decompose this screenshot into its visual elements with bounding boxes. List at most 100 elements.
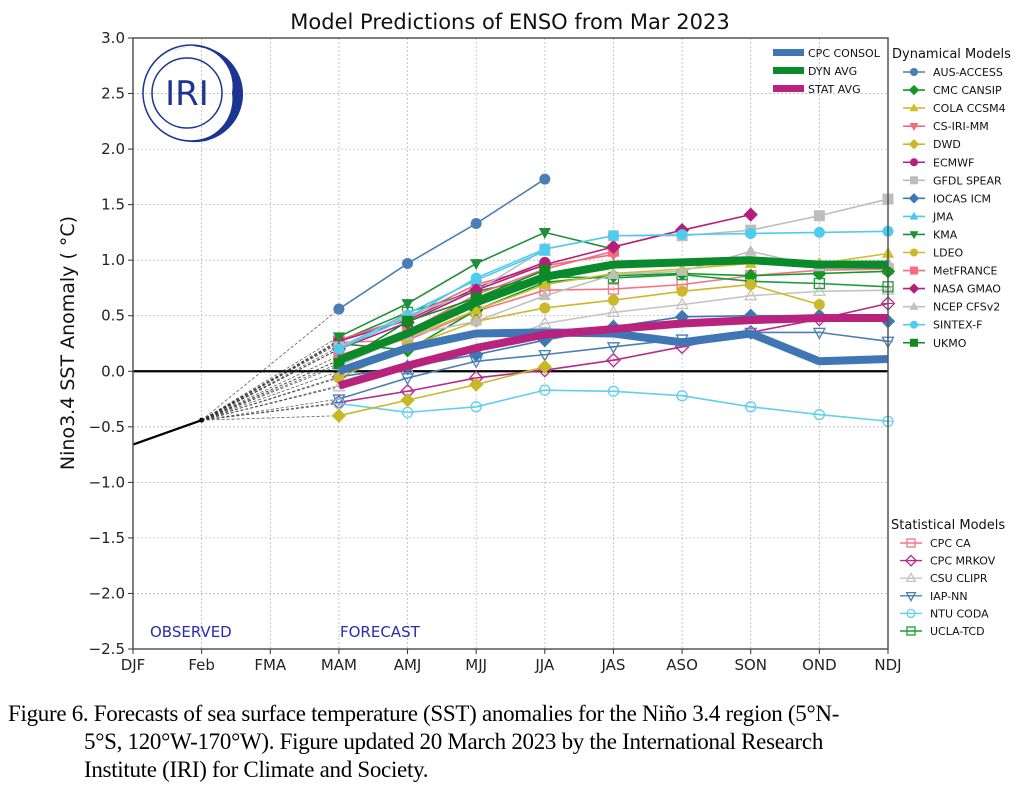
legend-label: GFDL SPEAR [933, 174, 1002, 187]
averages-legend: CPC CONSOL DYN AVG STAT AVG [773, 47, 881, 96]
data-point [538, 316, 552, 329]
data-point [813, 210, 825, 222]
observed-series [132, 417, 205, 446]
data-point [744, 288, 758, 301]
legend-marker [908, 283, 920, 294]
y-tick-label: −2.5 [89, 640, 125, 658]
legend-label: IAP-NN [930, 590, 968, 603]
connector-line [201, 398, 339, 421]
data-point [402, 315, 414, 327]
data-point [470, 272, 482, 284]
legend-marker [908, 84, 920, 96]
connector-line [201, 370, 340, 421]
legend-marker [909, 231, 919, 240]
legend-marker [909, 122, 919, 131]
data-point [539, 264, 551, 276]
connector-line [201, 348, 340, 421]
connector-line [201, 377, 340, 421]
data-point [606, 352, 621, 368]
connector-line [201, 355, 340, 421]
data-point [538, 289, 551, 301]
x-tick-label: FMA [254, 656, 287, 674]
legend-label: KMA [933, 228, 958, 241]
iri-logo: IRI [142, 44, 244, 143]
legend-marker [910, 320, 918, 329]
x-tick-label: MAM [321, 656, 357, 674]
data-point [813, 226, 825, 238]
connector-line [201, 340, 340, 421]
data-point [333, 303, 345, 315]
legend-marker [910, 68, 918, 76]
data-point [538, 278, 551, 290]
axes: 3.0 2.5 2.0 1.5 1.0 0.5 0.0 −0.5 −1.0 −1.5 −2.0 −2.… [89, 29, 902, 674]
data-point [333, 343, 345, 355]
avg-line-stat-avg [337, 313, 888, 390]
legend-label: DYN AVG [808, 65, 857, 78]
legend-marker [908, 193, 920, 204]
legend-label: CPC CA [930, 537, 971, 550]
series-line [338, 269, 546, 365]
y-tick-label: 1.5 [101, 196, 125, 214]
x-tick-label: NDJ [874, 656, 901, 674]
data-point [745, 228, 757, 240]
series-ukmo [333, 264, 551, 369]
forecast-annotation: FORECAST [340, 623, 421, 641]
legend-label: NASA GMAO [933, 283, 1001, 296]
data-point [469, 377, 484, 392]
legend-marker [910, 176, 918, 185]
data-point [606, 239, 621, 255]
x-tick-label: MJJ [465, 656, 487, 674]
legend-label: DWD [933, 138, 961, 151]
forecast-connectors [201, 308, 340, 421]
series-line [338, 250, 546, 350]
legend-marker [910, 158, 918, 167]
average-series [337, 256, 889, 390]
series-aus-access [333, 173, 551, 315]
legend-label: CMC CANSIP [933, 84, 1002, 97]
x-tick-label: JAS [600, 656, 625, 674]
y-tick-label: −0.5 [89, 418, 125, 436]
legend-marker [910, 266, 918, 275]
data-point [401, 299, 414, 311]
legend-marker [905, 591, 917, 602]
legend-label: ECMWF [933, 156, 974, 169]
legend-label: COLA CCSM4 [933, 102, 1006, 115]
y-tick-label: −1.0 [89, 473, 125, 491]
x-tick-label: AMJ [394, 656, 422, 674]
series-ntu-coda [333, 384, 894, 427]
caption-line-1: Figure 6. Forecasts of sea surface tempe… [8, 701, 840, 726]
legend-marker [904, 554, 918, 567]
y-tick-label: −2.0 [89, 584, 125, 602]
avg-line-cpc-consol [337, 328, 889, 376]
legend-label: LDEO [933, 247, 964, 260]
data-point [470, 292, 482, 304]
legend-label: STAT AVG [808, 83, 861, 96]
legend-marker [910, 338, 918, 347]
x-tick-label: Feb [188, 656, 215, 674]
data-point [743, 268, 758, 283]
figure-caption: Figure 6. Forecasts of sea surface tempe… [8, 700, 1018, 784]
connector-line [201, 376, 340, 421]
series-sintex-f [333, 225, 894, 355]
connector-line [201, 385, 340, 421]
legend-label: IOCAS ICM [933, 192, 991, 205]
x-tick-label: ASO [666, 656, 698, 674]
legend-label: CSU CLIPR [930, 572, 988, 585]
legend-marker [905, 572, 917, 583]
legend-label: AUS-ACCESS [933, 66, 1003, 79]
y-tick-label: 2.5 [101, 85, 125, 103]
legend-marker [909, 211, 919, 220]
data-point [538, 228, 551, 240]
y-tick-label: 0.0 [101, 362, 125, 380]
data-point [539, 302, 551, 314]
connector-line [201, 403, 339, 421]
enso-chart: Model Predictions of ENSO from Mar 2023 … [57, 10, 1011, 674]
legend-swatch [773, 49, 804, 56]
data-point [607, 268, 620, 280]
x-tick-label: DJF [121, 656, 146, 674]
plot-frame [132, 37, 889, 650]
data-point [332, 332, 345, 344]
y-tick-label: 1.0 [101, 251, 125, 269]
legend-marker [910, 248, 918, 257]
x-tick-label: OND [802, 656, 837, 674]
